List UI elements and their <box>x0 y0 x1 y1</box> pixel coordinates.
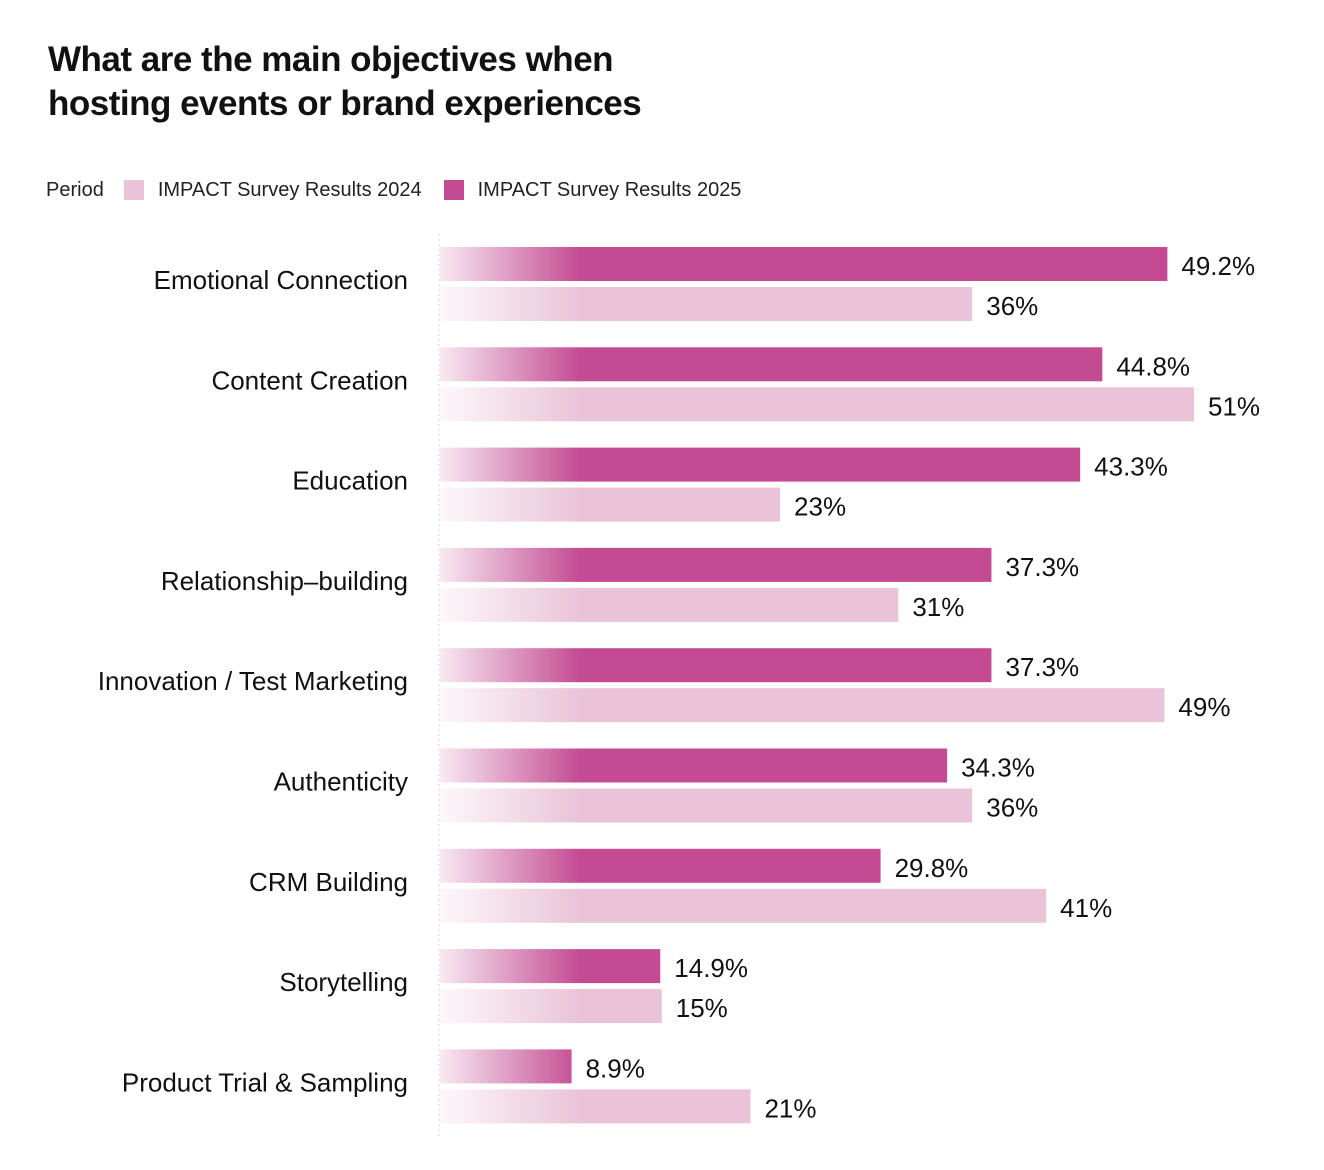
bar-2024[interactable] <box>440 1089 751 1124</box>
category-label: Authenticity <box>274 767 408 797</box>
legend-item-2024[interactable]: IMPACT Survey Results 2024 <box>123 178 422 202</box>
value-label-2025: 43.3% <box>1094 452 1168 482</box>
value-label-2025: 37.3% <box>1005 652 1079 682</box>
value-label-2024: 15% <box>676 993 728 1023</box>
value-label-2025: 49.2% <box>1181 251 1255 281</box>
legend-swatch-2024 <box>123 180 144 200</box>
bar-2025[interactable] <box>440 748 948 783</box>
chart-title: What are the main objectives when hostin… <box>48 38 808 126</box>
chart-title-line-1: What are the main objectives when <box>48 40 614 79</box>
category-label: Innovation / Test Marketing <box>98 666 408 696</box>
legend-item-2025[interactable]: IMPACT Survey Results 2025 <box>443 178 742 202</box>
legend-label-2024: IMPACT Survey Results 2024 <box>157 178 422 201</box>
value-label-2025: 37.3% <box>1005 552 1079 582</box>
bar-2024[interactable] <box>440 487 781 522</box>
bar-2024[interactable] <box>440 287 973 321</box>
value-label-2024: 49% <box>1178 692 1230 722</box>
bar-2024[interactable] <box>440 788 973 823</box>
value-label-2025: 34.3% <box>961 753 1035 783</box>
category-label: Relationship–building <box>161 566 408 596</box>
bar-2024[interactable] <box>440 587 899 622</box>
legend: Period IMPACT Survey Results 2024 IMPACT… <box>46 176 763 204</box>
value-label-2024: 41% <box>1060 893 1112 923</box>
value-label-2025: 29.8% <box>895 853 969 883</box>
category-label: Emotional Connection <box>154 265 408 295</box>
legend-title: Period <box>46 178 104 201</box>
bar-2025[interactable] <box>440 547 992 582</box>
category-label: Content Creation <box>211 365 408 395</box>
bar-2025[interactable] <box>440 447 1081 482</box>
category-label: Product Trial & Sampling <box>122 1067 408 1097</box>
legend-label-2025: IMPACT Survey Results 2025 <box>477 178 742 201</box>
bar-2024[interactable] <box>440 387 1194 422</box>
value-label-2025: 44.8% <box>1116 351 1190 381</box>
value-label-2025: 8.9% <box>586 1053 645 1083</box>
bar-2025[interactable] <box>440 1049 572 1084</box>
category-label: CRM Building <box>249 867 408 897</box>
bar-2025[interactable] <box>440 648 992 683</box>
value-label-2024: 21% <box>764 1093 816 1123</box>
category-label: Education <box>292 466 408 496</box>
value-label-2024: 51% <box>1208 391 1260 421</box>
chart-title-line-2: hosting events or brand experiences <box>48 84 642 123</box>
value-label-2025: 14.9% <box>674 953 748 983</box>
value-label-2024: 36% <box>986 291 1038 321</box>
bar-2024[interactable] <box>440 989 662 1024</box>
value-label-2024: 23% <box>794 492 846 522</box>
bar-2024[interactable] <box>440 688 1165 723</box>
value-label-2024: 36% <box>986 793 1038 823</box>
bar-2025[interactable] <box>440 949 661 984</box>
bar-2025[interactable] <box>440 347 1103 382</box>
category-label: Storytelling <box>279 967 408 997</box>
value-label-2024: 31% <box>912 592 964 622</box>
bar-2025[interactable] <box>440 247 1168 281</box>
legend-swatch-2025 <box>443 180 464 200</box>
bar-2024[interactable] <box>440 888 1047 923</box>
bar-2025[interactable] <box>440 848 881 883</box>
